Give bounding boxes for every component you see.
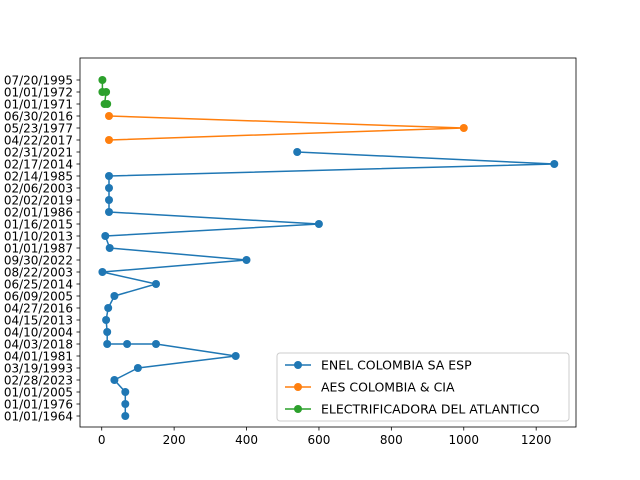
x-tick-label: 400 (235, 433, 258, 447)
y-tick-label: 03/19/1993 (4, 361, 73, 375)
data-point (121, 388, 130, 396)
data-point (550, 160, 559, 168)
data-point (101, 232, 110, 240)
y-tick-label: 04/01/1981 (4, 349, 73, 363)
y-tick-label: 01/01/1964 (4, 409, 73, 423)
y-tick-label: 02/01/1986 (4, 205, 73, 219)
y-tick-label: 04/27/2016 (4, 301, 73, 315)
legend: ENEL COLOMBIA SA ESP AES COLOMBIA & CIA EL… (276, 352, 570, 422)
y-tick-label: 06/25/2014 (4, 277, 73, 291)
y-tick-label: 04/22/2017 (4, 133, 73, 147)
data-point (123, 340, 132, 348)
data-point (103, 340, 112, 348)
series-1 (98, 148, 559, 420)
data-point (104, 304, 113, 312)
data-point (98, 76, 107, 84)
data-point (105, 172, 113, 180)
x-axis-ticks: 0 200 400 600 800 1000 1200 (98, 427, 552, 447)
data-point (152, 280, 160, 288)
y-tick-label: 01/01/1987 (4, 241, 73, 255)
y-tick-label: 02/31/2021 (4, 145, 73, 159)
data-point (459, 124, 468, 132)
y-axis-ticks: 01/01/196401/01/197601/01/200502/28/2023… (4, 73, 80, 423)
y-tick-label: 01/10/2013 (4, 229, 73, 243)
x-tick-label: 1000 (448, 433, 479, 447)
y-tick-label: 04/15/2013 (4, 313, 73, 327)
y-tick-label: 01/01/1971 (4, 97, 73, 111)
data-point (102, 316, 111, 324)
legend-marker (294, 405, 302, 413)
data-point (293, 148, 302, 156)
y-tick-label: 08/22/2003 (4, 265, 73, 279)
data-point (105, 136, 113, 144)
data-point (314, 220, 323, 228)
data-point (105, 112, 113, 120)
y-tick-label: 07/20/1995 (4, 73, 73, 87)
y-tick-label: 06/09/2005 (4, 289, 73, 303)
data-point (133, 364, 142, 372)
series-3 (98, 76, 112, 108)
y-tick-label: 02/17/2014 (4, 157, 73, 171)
y-tick-label: 02/02/2019 (4, 193, 73, 207)
y-tick-label: 01/01/2005 (4, 385, 73, 399)
y-tick-label: 01/01/1976 (4, 397, 73, 411)
data-point (105, 184, 113, 192)
legend-marker (294, 361, 302, 369)
x-tick-label: 600 (307, 433, 330, 447)
y-tick-label: 04/03/2018 (4, 337, 73, 351)
data-point (110, 376, 119, 384)
data-point (242, 256, 251, 264)
data-point (121, 412, 130, 420)
y-tick-label: 01/16/2015 (4, 217, 73, 231)
y-tick-label: 02/14/1985 (4, 169, 73, 183)
y-tick-label: 05/23/1977 (4, 121, 73, 135)
legend-box (276, 352, 570, 422)
plot-frame (79, 57, 577, 428)
y-tick-label: 06/30/2016 (4, 109, 73, 123)
legend-label: ENEL COLOMBIA SA ESP (321, 358, 472, 373)
data-point (105, 244, 114, 252)
y-tick-label: 01/01/1972 (4, 85, 73, 99)
data-point (152, 340, 160, 348)
data-point (110, 292, 119, 300)
x-tick-label: 0 (98, 433, 106, 447)
y-tick-label: 02/06/2003 (4, 181, 73, 195)
series-2 (105, 112, 468, 144)
data-point (121, 400, 130, 408)
data-point (105, 208, 113, 216)
y-tick-label: 04/10/2004 (4, 325, 73, 339)
data-point (103, 328, 112, 336)
data-point (105, 196, 113, 204)
legend-marker (294, 383, 302, 391)
x-tick-label: 200 (163, 433, 186, 447)
y-tick-label: 02/28/2023 (4, 373, 73, 387)
legend-label: ELECTRIFICADORA DEL ATLANTICO (321, 402, 540, 417)
data-point (98, 268, 107, 276)
legend-label: AES COLOMBIA & CIA (321, 380, 455, 395)
x-tick-label: 800 (380, 433, 403, 447)
data-point (100, 100, 109, 108)
x-tick-label: 1200 (521, 433, 552, 447)
data-point (98, 88, 107, 96)
data-point (231, 352, 240, 360)
series-layer (98, 76, 559, 420)
y-tick-label: 09/30/2022 (4, 253, 73, 267)
